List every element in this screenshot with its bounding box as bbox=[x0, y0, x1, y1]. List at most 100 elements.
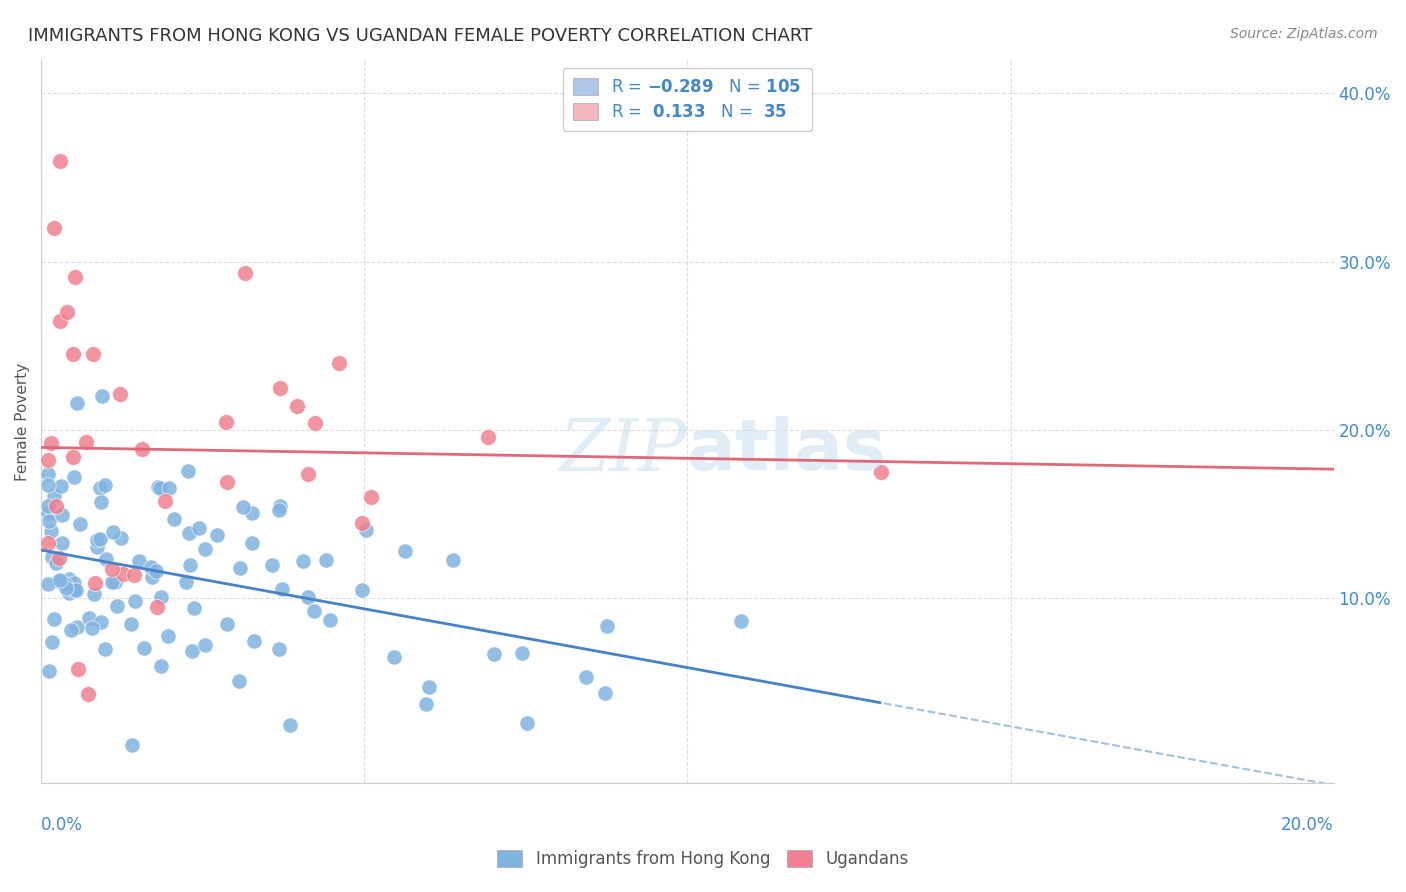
Point bbox=[177, 464, 200, 478]
Point bbox=[510, 647, 533, 661]
Point bbox=[38, 664, 60, 678]
Text: IMMIGRANTS FROM HONG KONG VS UGANDAN FEMALE POVERTY CORRELATION CHART: IMMIGRANTS FROM HONG KONG VS UGANDAN FEM… bbox=[28, 27, 813, 45]
Point bbox=[58, 572, 80, 586]
Point bbox=[157, 481, 180, 495]
Point bbox=[51, 535, 73, 549]
Point bbox=[63, 269, 86, 284]
Point bbox=[240, 506, 263, 520]
Text: ZIP: ZIP bbox=[560, 416, 688, 486]
Point bbox=[86, 533, 108, 547]
Point bbox=[91, 389, 114, 403]
Point bbox=[124, 594, 146, 608]
Point bbox=[146, 480, 169, 494]
Point bbox=[181, 644, 204, 658]
Point bbox=[297, 590, 319, 604]
Point bbox=[48, 550, 70, 565]
Point bbox=[242, 535, 264, 549]
Point bbox=[101, 574, 124, 589]
Point bbox=[111, 567, 134, 582]
Point bbox=[89, 481, 111, 495]
Point bbox=[134, 641, 156, 656]
Point bbox=[194, 638, 217, 652]
Point bbox=[63, 582, 86, 597]
Point bbox=[46, 574, 69, 588]
Point bbox=[37, 536, 59, 550]
Point bbox=[38, 514, 60, 528]
Point bbox=[304, 416, 326, 430]
Point bbox=[141, 570, 163, 584]
Point bbox=[101, 524, 124, 539]
Point bbox=[56, 305, 79, 319]
Point bbox=[39, 436, 62, 450]
Point bbox=[228, 673, 250, 688]
Point bbox=[319, 613, 342, 627]
Point bbox=[93, 642, 115, 657]
Point bbox=[82, 347, 104, 361]
Point bbox=[418, 681, 440, 695]
Point bbox=[150, 590, 173, 604]
Point bbox=[55, 581, 77, 595]
Point bbox=[122, 567, 145, 582]
Point bbox=[75, 434, 97, 449]
Point bbox=[870, 465, 893, 479]
Legend: Immigrants from Hong Kong, Ugandans: Immigrants from Hong Kong, Ugandans bbox=[491, 843, 915, 875]
Point bbox=[37, 477, 59, 491]
Point bbox=[37, 506, 59, 520]
Point bbox=[104, 575, 127, 590]
Point bbox=[155, 494, 177, 508]
Point bbox=[66, 620, 89, 634]
Point bbox=[51, 508, 73, 522]
Point bbox=[39, 524, 62, 538]
Point bbox=[360, 490, 382, 504]
Point bbox=[94, 552, 117, 566]
Point bbox=[83, 587, 105, 601]
Point bbox=[243, 634, 266, 648]
Point bbox=[101, 562, 124, 576]
Point bbox=[269, 499, 291, 513]
Point bbox=[262, 558, 284, 573]
Point bbox=[37, 499, 59, 513]
Point bbox=[139, 560, 162, 574]
Point bbox=[145, 564, 167, 578]
Point bbox=[105, 599, 128, 614]
Point bbox=[291, 554, 314, 568]
Point bbox=[183, 600, 205, 615]
Point bbox=[163, 512, 186, 526]
Point bbox=[302, 604, 325, 618]
Point bbox=[516, 715, 538, 730]
Point bbox=[45, 499, 67, 513]
Point bbox=[215, 415, 238, 429]
Point bbox=[49, 313, 72, 327]
Point bbox=[60, 623, 83, 637]
Text: Source: ZipAtlas.com: Source: ZipAtlas.com bbox=[1230, 27, 1378, 41]
Point bbox=[315, 552, 337, 566]
Point bbox=[149, 482, 172, 496]
Point bbox=[63, 469, 86, 483]
Point bbox=[79, 611, 101, 625]
Point bbox=[77, 687, 100, 701]
Point bbox=[49, 479, 72, 493]
Point bbox=[269, 381, 291, 395]
Point bbox=[328, 356, 350, 370]
Point bbox=[596, 618, 619, 632]
Point bbox=[215, 475, 238, 489]
Point bbox=[37, 467, 59, 482]
Point bbox=[575, 669, 598, 683]
Point bbox=[93, 478, 115, 492]
Point bbox=[90, 495, 112, 509]
Point bbox=[193, 541, 215, 556]
Point bbox=[595, 686, 617, 700]
Point bbox=[121, 738, 143, 752]
Point bbox=[269, 642, 291, 657]
Point bbox=[441, 553, 464, 567]
Point bbox=[394, 543, 416, 558]
Point bbox=[297, 467, 319, 482]
Point bbox=[90, 615, 112, 629]
Point bbox=[205, 528, 228, 542]
Point bbox=[41, 634, 63, 648]
Point bbox=[62, 575, 84, 590]
Point bbox=[42, 221, 65, 235]
Point bbox=[45, 556, 67, 570]
Point bbox=[67, 663, 90, 677]
Point bbox=[174, 575, 197, 590]
